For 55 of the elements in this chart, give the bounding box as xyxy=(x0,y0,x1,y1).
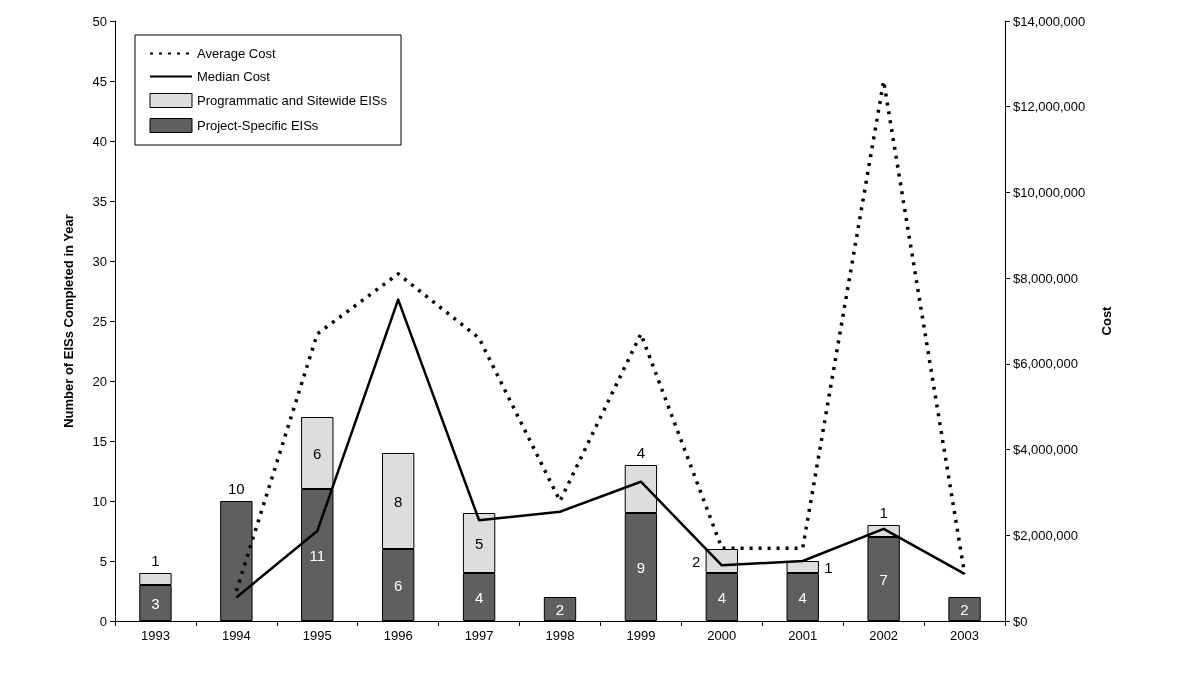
y2-tick-label: $6,000,000 xyxy=(1013,356,1079,372)
data-label: 11 xyxy=(309,546,326,564)
x-tick-label: 1996 xyxy=(383,628,413,643)
data-label: 6 xyxy=(394,576,403,594)
y-tick-label: 5 xyxy=(99,553,107,569)
data-label: 2 xyxy=(691,552,701,570)
x-tick-label: 2003 xyxy=(950,628,980,643)
data-label: 4 xyxy=(636,444,646,461)
x-tick-label: 1994 xyxy=(221,628,251,643)
data-label: 1 xyxy=(824,558,833,576)
data-label: 8 xyxy=(394,492,403,510)
x-tick-label: 1995 xyxy=(302,628,332,643)
data-label: 2 xyxy=(555,600,565,618)
y-tick-label: 50 xyxy=(92,13,107,29)
x-tick-label: 1998 xyxy=(545,628,575,643)
legend-label: Average Cost xyxy=(197,46,276,61)
data-label: 2 xyxy=(960,600,969,618)
y2-tick-label: $8,000,000 xyxy=(1013,270,1079,286)
y-tick-label: 25 xyxy=(92,313,107,329)
data-label: 1 xyxy=(879,504,888,521)
x-tick-label: 2001 xyxy=(788,628,818,643)
legend-label: Project-Specific EISs xyxy=(197,118,319,133)
y-tick-label: 30 xyxy=(92,253,107,269)
data-label: 7 xyxy=(879,570,888,588)
data-label: 1 xyxy=(151,552,160,569)
y2-tick-label: $14,000,000 xyxy=(1013,13,1086,29)
y-tick-label: 10 xyxy=(92,493,107,509)
data-label: 5 xyxy=(474,534,484,552)
data-label: 4 xyxy=(798,588,807,606)
data-label: 4 xyxy=(717,588,726,606)
data-label: 9 xyxy=(636,558,646,576)
y2-axis-title: Cost xyxy=(1099,305,1114,336)
data-label: 6 xyxy=(313,444,322,462)
x-tick-label: 1993 xyxy=(140,628,170,643)
x-tick-label: 2000 xyxy=(707,628,737,643)
y2-tick-label: $10,000,000 xyxy=(1013,184,1086,200)
y-tick-label: 20 xyxy=(92,373,107,389)
y2-tick-label: $12,000,000 xyxy=(1013,99,1086,115)
y-tick-label: 45 xyxy=(92,73,107,89)
y-tick-label: 35 xyxy=(92,193,107,209)
data-label: 4 xyxy=(474,588,484,606)
y-tick-label: 40 xyxy=(92,133,107,149)
y2-tick-label: $4,000,000 xyxy=(1013,442,1079,458)
y2-tick-label: $2,000,000 xyxy=(1013,527,1079,543)
y-axis-title: Number of EISs Completed in Year xyxy=(61,214,76,428)
data-label: 3 xyxy=(151,594,160,612)
x-tick-label: 2002 xyxy=(869,628,899,643)
y-tick-label: 15 xyxy=(92,433,107,449)
x-tick-label: 1999 xyxy=(626,628,656,643)
y-tick-label: 0 xyxy=(99,613,107,629)
data-label: 10 xyxy=(228,480,245,497)
y2-tick-label: $0 xyxy=(1013,613,1028,629)
legend-label: Programmatic and Sitewide EISs xyxy=(197,93,388,108)
x-tick-label: 1997 xyxy=(464,628,494,643)
legend-label: Median Cost xyxy=(197,69,271,84)
